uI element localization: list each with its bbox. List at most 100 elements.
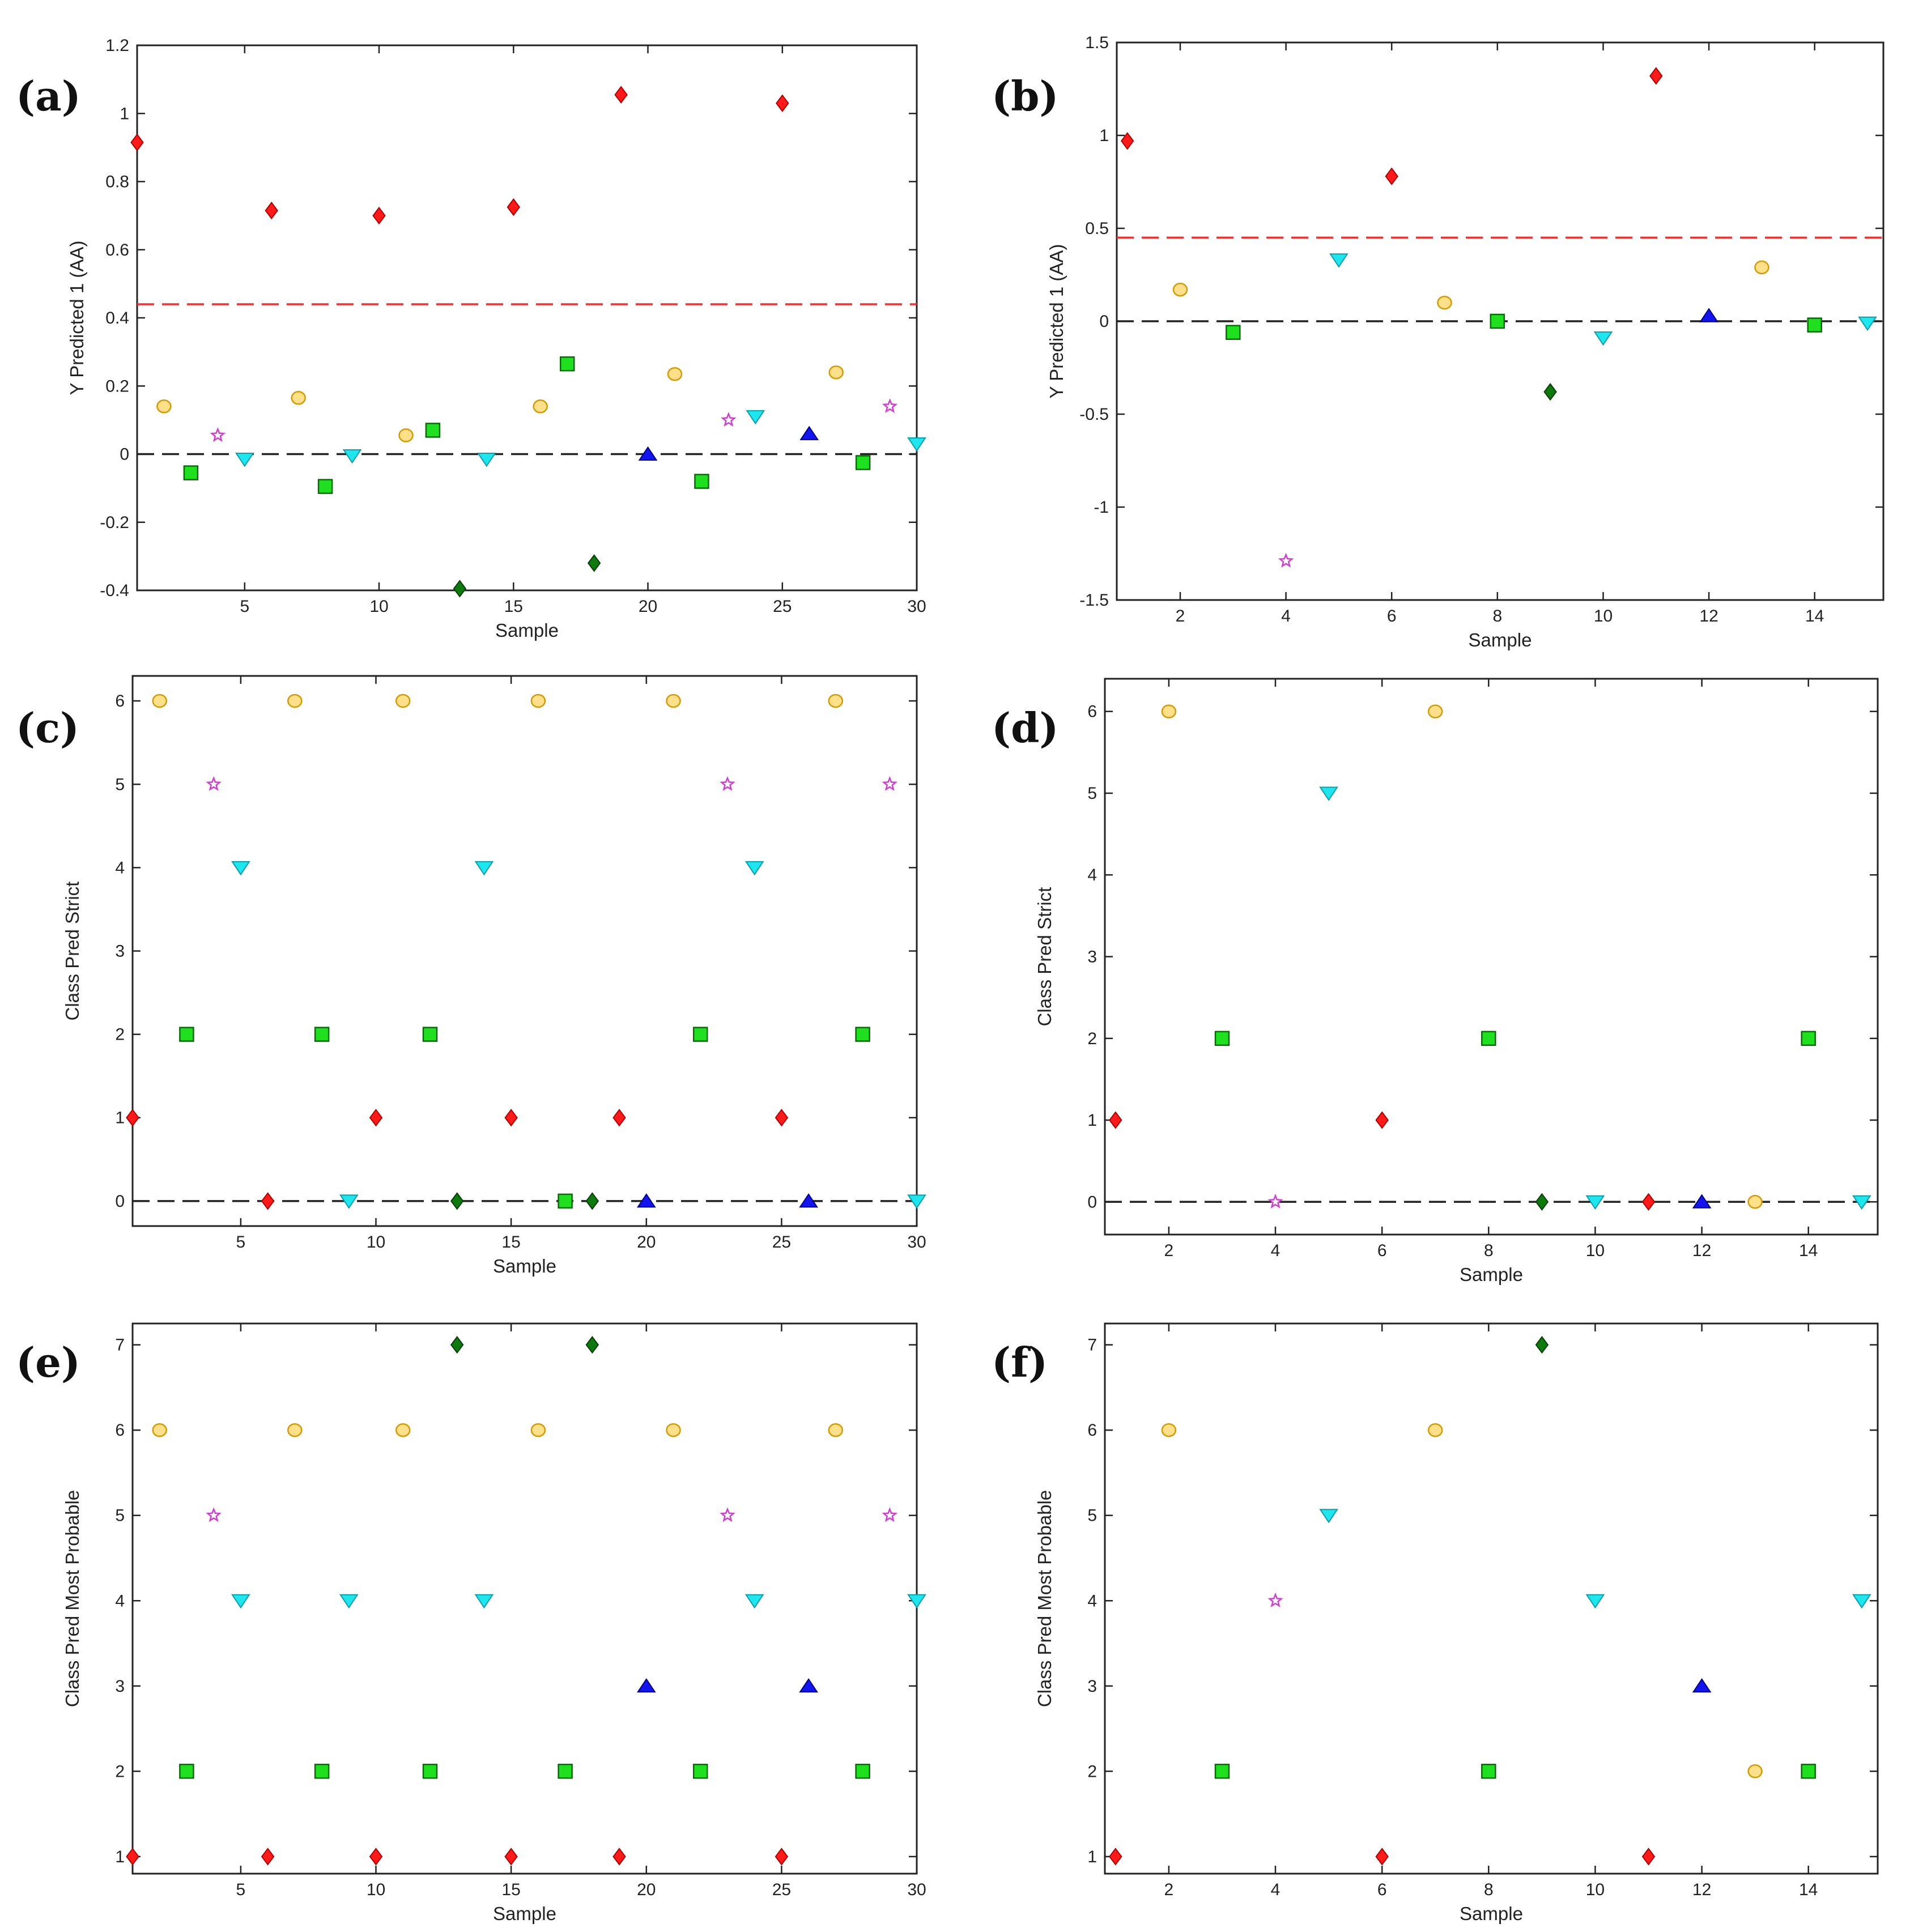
y-axis-title: Y Predicted 1 (AA) (1046, 244, 1067, 399)
y-tick-label: -0.5 (1079, 405, 1109, 424)
data-point (1172, 282, 1188, 297)
data-point (152, 1423, 167, 1437)
data-point (1120, 132, 1134, 150)
panel-c: (c) 5 10 15 20 25 30 0 1 2 3 4 5 6 Sample Class Pred St… (16, 675, 926, 1276)
data-point (907, 437, 926, 452)
y-tick-label: 0.6 (105, 241, 129, 259)
data-point (1161, 704, 1177, 718)
x-tick-label: 8 (1484, 1241, 1494, 1260)
data-point (422, 1764, 438, 1779)
y-tick-label: 2 (115, 1762, 125, 1781)
data-point (721, 412, 737, 427)
x-tick-label: 2 (1164, 1241, 1174, 1260)
x-tick-label: 30 (907, 1880, 926, 1899)
data-point (692, 1764, 708, 1779)
data-point (612, 1848, 626, 1866)
x-tick-label: 2 (1164, 1880, 1174, 1899)
panel-label: (b) (992, 72, 1058, 120)
data-point (1278, 552, 1294, 568)
data-point (1375, 1111, 1389, 1129)
data-point (477, 453, 496, 467)
data-point (1649, 67, 1663, 85)
data-point (745, 1594, 764, 1609)
data-point (474, 861, 494, 876)
data-point (504, 1848, 518, 1866)
data-point (369, 1109, 383, 1127)
data-point (1535, 1335, 1549, 1354)
x-tick-label: 30 (907, 1233, 926, 1252)
y-tick-label: 1 (1087, 1111, 1097, 1130)
y-tick-label: 1.5 (1085, 33, 1109, 52)
panel-label: (f) (992, 1338, 1048, 1386)
y-tick-label: -0.2 (100, 513, 129, 532)
y-axis-title: Class Pred Most Probable (62, 1490, 83, 1707)
data-point (342, 449, 362, 464)
data-point (666, 693, 681, 708)
data-point (666, 1423, 681, 1437)
y-tick-label: 1 (1099, 126, 1109, 145)
panel-e: (e) 5 10 15 20 25 30 1 2 3 4 5 6 7 Sample Class Pred Mo… (16, 1322, 926, 1924)
x-tick-label: 5 (236, 1880, 246, 1899)
data-point (235, 453, 254, 467)
x-axis-title: Sample (495, 620, 559, 641)
x-tick-label: 5 (236, 1233, 246, 1252)
x-tick-label: 12 (1692, 1241, 1711, 1260)
x-tick-label: 15 (501, 1880, 520, 1899)
data-point (746, 410, 765, 425)
data-point (828, 693, 844, 708)
x-tick-label: 4 (1271, 1241, 1281, 1260)
data-point (314, 1027, 330, 1042)
data-point (882, 776, 897, 791)
data-point (1585, 1195, 1605, 1210)
data-point (694, 474, 709, 489)
x-tick-label: 10 (1586, 1880, 1605, 1899)
data-point (612, 1109, 626, 1127)
data-point (1214, 1764, 1230, 1779)
data-point (1437, 295, 1452, 310)
data-point (314, 1764, 330, 1779)
y-tick-label: -0.4 (100, 581, 129, 600)
y-axis-title: Class Pred Strict (62, 882, 83, 1021)
data-point (720, 776, 735, 791)
panel-label: (e) (16, 1338, 80, 1386)
y-tick-label: 0 (1087, 1193, 1097, 1211)
data-point (1807, 317, 1822, 333)
y-tick-label: 5 (115, 1507, 125, 1525)
data-point (261, 1848, 275, 1866)
y-tick-label: 6 (115, 1421, 125, 1440)
data-point (206, 1507, 222, 1522)
data-point (776, 94, 789, 112)
data-point (425, 423, 441, 438)
data-point (231, 861, 250, 876)
x-tick-label: 14 (1805, 607, 1824, 625)
data-point (775, 1109, 789, 1127)
y-tick-label: 4 (1087, 866, 1097, 884)
data-point (152, 693, 167, 708)
data-point (799, 1678, 818, 1693)
data-point (587, 554, 601, 572)
data-point (1754, 260, 1769, 275)
data-point (450, 1335, 464, 1354)
data-point (636, 1678, 656, 1693)
x-tick-label: 20 (637, 1880, 656, 1899)
y-tick-label: 0.4 (105, 309, 129, 327)
data-point (638, 446, 658, 461)
data-point (636, 1193, 656, 1208)
y-tick-label: 2 (1087, 1029, 1097, 1048)
data-point (533, 399, 548, 414)
data-point (1692, 1678, 1712, 1693)
y-tick-label: 1 (120, 104, 129, 123)
x-tick-label: 14 (1799, 1241, 1818, 1260)
x-tick-label: 20 (637, 1233, 656, 1252)
data-point (799, 425, 819, 440)
data-point (614, 86, 628, 104)
panel-label: (d) (992, 704, 1058, 752)
data-point (287, 693, 303, 708)
data-point (183, 465, 199, 480)
x-tick-label: 5 (240, 597, 249, 616)
data-point (1641, 1193, 1656, 1211)
data-point (1852, 1594, 1871, 1609)
data-point (453, 580, 467, 598)
data-point (1801, 1764, 1816, 1779)
